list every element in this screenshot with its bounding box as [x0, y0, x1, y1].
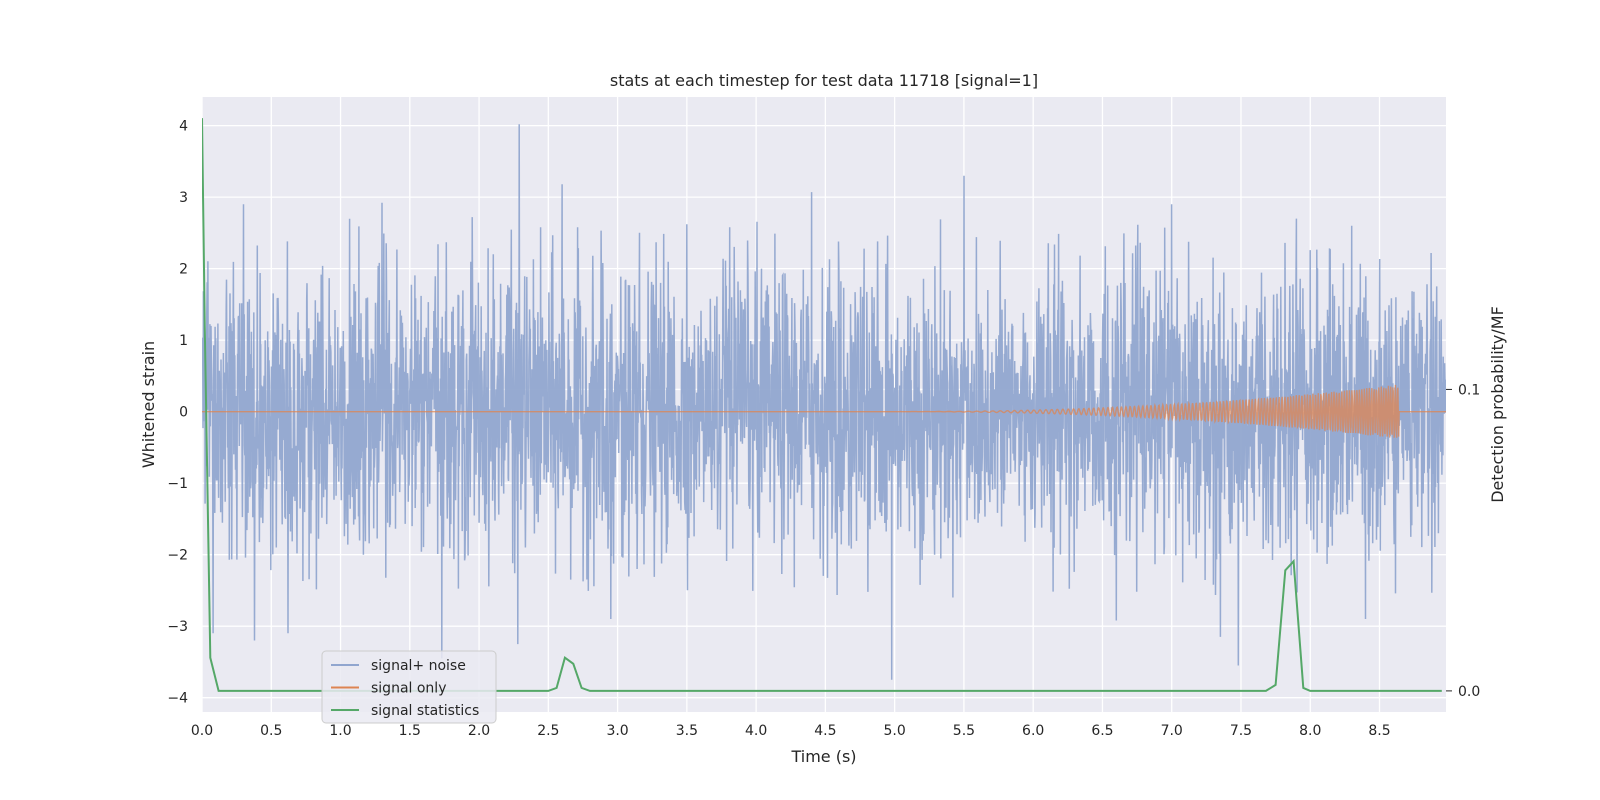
x-tick-label: 4.5 — [814, 723, 836, 739]
chart-title: stats at each timestep for test data 117… — [610, 71, 1038, 90]
y-tick-label: 4 — [179, 119, 188, 135]
x-tick-label: 6.5 — [1091, 723, 1113, 739]
x-tick-label: 5.0 — [884, 723, 906, 739]
series-signal-noise — [202, 124, 1446, 680]
legend-entry-signal-statistics: signal statistics — [371, 703, 479, 719]
y-axis-label: Whitened strain — [139, 341, 158, 468]
x-tick-label: 1.0 — [329, 723, 351, 739]
x-tick-label: 1.5 — [399, 723, 421, 739]
y-tick-label: −4 — [167, 691, 188, 707]
x-tick-label: 7.0 — [1161, 723, 1183, 739]
y2-axis-label: Detection probability/MF — [1488, 306, 1507, 503]
x-tick-label: 6.0 — [1022, 723, 1044, 739]
x-tick-label: 7.5 — [1230, 723, 1252, 739]
y-tick-label: −2 — [167, 548, 188, 564]
y-tick-label: −1 — [167, 476, 188, 492]
y2-axis-ticks: 0.1 0.0 — [1446, 382, 1480, 700]
x-axis-ticks: 0.0 0.5 1.0 1.5 2.0 2.5 3.0 3.5 4.0 4.5 5.0 5.5 6.0 6… — [191, 723, 1391, 739]
x-tick-label: 2.5 — [537, 723, 559, 739]
legend-entry-signal-only: signal only — [371, 681, 446, 697]
x-tick-label: 0.0 — [191, 723, 213, 739]
series-signal-only — [202, 384, 1446, 438]
y-tick-label: 2 — [179, 262, 188, 278]
series-layer — [202, 118, 1446, 692]
y-tick-label: 3 — [179, 190, 188, 206]
y-tick-label: −3 — [167, 619, 188, 635]
y-tick-label: 1 — [179, 333, 188, 349]
x-tick-label: 2.0 — [468, 723, 490, 739]
legend: signal+ noise signal only signal statist… — [321, 650, 497, 724]
legend-box — [321, 650, 497, 724]
x-tick-label: 3.0 — [606, 723, 628, 739]
x-tick-label: 4.0 — [745, 723, 767, 739]
y2-tick-label: 0.0 — [1458, 684, 1480, 700]
x-axis-label: Time (s) — [790, 747, 856, 766]
y2-tick-label: 0.1 — [1458, 382, 1480, 398]
x-tick-label: 8.0 — [1299, 723, 1321, 739]
series-signal-statistics — [202, 118, 1442, 692]
x-tick-label: 5.5 — [953, 723, 975, 739]
legend-entry-signal-noise: signal+ noise — [371, 658, 466, 674]
y-axis-ticks: 4 3 2 1 0 −1 −2 −3 −4 — [167, 119, 188, 707]
x-tick-label: 0.5 — [260, 723, 282, 739]
x-tick-label: 3.5 — [676, 723, 698, 739]
x-tick-label: 8.5 — [1368, 723, 1390, 739]
y-tick-label: 0 — [179, 405, 188, 421]
